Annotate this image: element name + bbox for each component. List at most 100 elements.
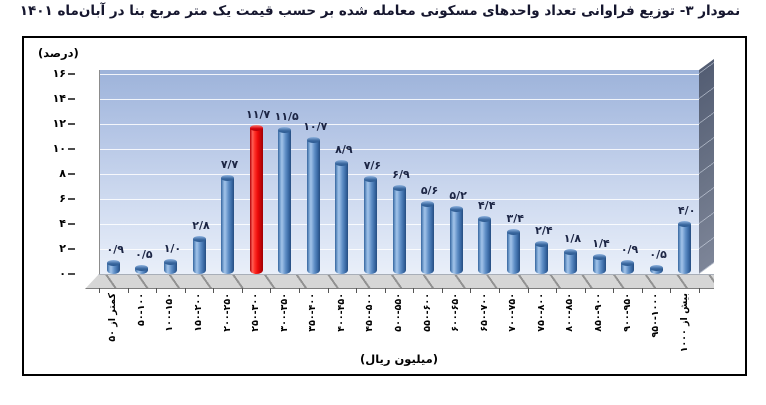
category-label: ۱۰۰-۱۵۰	[162, 293, 178, 357]
bar	[421, 201, 435, 274]
x-tick-mark	[499, 288, 500, 293]
x-tick-mark	[584, 288, 586, 293]
y-tick-label: ۲	[59, 241, 66, 255]
category-label: ۴۰۰-۴۵۰	[334, 293, 350, 357]
bar-value-label: ۰/۹	[620, 242, 639, 256]
category-label: کمتر از ۵۰	[105, 293, 121, 357]
category-label: ۳۰۰-۳۵۰	[277, 293, 293, 357]
category-label-text: ۸۰۰-۸۵۰	[564, 293, 576, 332]
bar	[335, 159, 349, 274]
bar	[306, 137, 320, 274]
bar-cap	[249, 124, 263, 131]
bar-value-label: ۱/۴	[592, 236, 610, 250]
gridline	[100, 99, 700, 100]
x-tick-mark	[441, 288, 443, 293]
y-tick-mark	[68, 123, 75, 125]
bar-cap	[106, 259, 120, 266]
x-tick-mark	[384, 288, 386, 293]
x-tick-mark	[356, 288, 358, 293]
y-tick-mark	[68, 273, 75, 275]
bar-value-label: ۵/۶	[420, 184, 439, 197]
y-tick-label: ۶	[59, 191, 66, 205]
bar-cap	[306, 137, 320, 144]
category-label-text: ۴۰۰-۴۵۰	[335, 293, 347, 332]
x-axis-title: (میلیون ریال)	[360, 352, 438, 366]
bar	[192, 236, 206, 274]
bar	[621, 259, 635, 274]
y-tick-mark	[68, 223, 75, 225]
bar-cap	[535, 241, 549, 247]
category-label-text: ۲۵۰-۳۰۰	[250, 293, 262, 332]
y-tick-label: ۱۲	[52, 116, 66, 130]
y-tick-label: ۱۴	[52, 91, 66, 105]
x-tick-mark	[127, 288, 129, 293]
x-tick-mark	[641, 288, 643, 293]
bar	[563, 248, 577, 274]
bar-value-label: ۵/۲	[449, 189, 467, 202]
category-label: ۲۰۰-۲۵۰	[220, 293, 236, 357]
x-tick-mark	[184, 288, 186, 293]
category-label: ۶۰۰-۶۵۰	[448, 293, 464, 357]
y-tick-label: ۱۰	[52, 141, 66, 155]
x-tick-mark	[299, 288, 300, 293]
bar-value-label: ۱/۰	[163, 241, 182, 255]
bar-cap	[506, 228, 520, 235]
bar	[106, 259, 120, 274]
highlighted-bar	[249, 124, 263, 274]
x-tick-mark	[670, 288, 672, 293]
bar	[163, 258, 177, 274]
x-tick-mark	[613, 288, 615, 293]
category-label-text: ۵۵۰-۶۰۰	[421, 293, 433, 332]
bar-cap	[478, 216, 492, 222]
y-tick-mark	[68, 98, 75, 100]
bar-value-label: ۸/۹	[335, 142, 353, 156]
category-label: ۲۵۰-۳۰۰	[248, 293, 264, 357]
x-tick-mark	[156, 288, 158, 293]
bar	[363, 176, 377, 274]
bar-cap	[421, 201, 435, 207]
category-label: ۸۵۰-۹۰۰	[591, 293, 607, 357]
bar-value-label: ۲/۴	[535, 224, 553, 237]
chart-title: نمودار ۳- توزیع فراوانی تعداد واحدهای مس…	[19, 3, 741, 19]
bar	[221, 174, 235, 274]
chart-frame: (درصد) ۰ ۲ ۴ ۶ ۸ ۱۰ ۱۲ ۱۴ ۱۶ ۰/۹ ۰/۵ ۱/۰ ۲/۸ ۷/۷ ۱۱/۷…	[22, 36, 747, 376]
bar-value-label: ۰/۵	[649, 247, 667, 261]
y-tick-label: ۱۶	[52, 66, 66, 80]
category-label-text: ۴۵۰-۵۰۰	[364, 293, 376, 332]
x-tick-mark	[99, 288, 100, 293]
x-tick-mark	[327, 288, 329, 293]
bar	[392, 184, 406, 274]
y-tick-mark	[68, 173, 75, 175]
bar-cap	[678, 221, 692, 227]
bar-value-label: ۰/۵	[135, 247, 153, 261]
bar	[278, 127, 292, 274]
category-label: ۵۵۰-۶۰۰	[420, 293, 436, 357]
category-label-text: ۹۰۰-۹۵۰	[621, 293, 633, 332]
y-tick-label: ۰	[59, 266, 66, 280]
bar	[649, 264, 663, 274]
y-tick-label: ۴	[59, 216, 66, 230]
bar-cap	[221, 174, 235, 181]
bar-value-label: ۴/۰	[677, 204, 696, 217]
plot-side-wall	[699, 59, 714, 275]
category-label-text: ۲۰۰-۲۵۰	[221, 293, 233, 332]
bar-cap	[392, 184, 406, 191]
bar-cap	[363, 176, 377, 182]
bar-cap	[563, 248, 577, 255]
y-tick-mark	[68, 198, 75, 200]
category-label-text: ۳۵۰-۴۰۰	[307, 293, 319, 332]
category-label-text: ۷۵۰-۸۰۰	[535, 293, 547, 332]
x-tick-mark	[241, 288, 243, 293]
bar-cap	[335, 159, 349, 166]
bar	[135, 264, 149, 274]
bar-value-label: ۱/۸	[563, 231, 582, 245]
category-label-text: ۷۰۰-۷۵۰	[507, 293, 519, 332]
bar-value-label: ۶/۹	[392, 167, 410, 181]
bar-cap	[278, 127, 292, 134]
bar	[449, 206, 463, 274]
category-label-text: بیش از ۱۰۰۰	[678, 293, 690, 353]
category-label: ۱۵۰-۲۰۰	[191, 293, 207, 357]
bar	[592, 253, 606, 274]
y-axis-title: (درصد)	[38, 46, 79, 60]
category-label-text: ۵۰-۱۰۰	[135, 293, 147, 326]
